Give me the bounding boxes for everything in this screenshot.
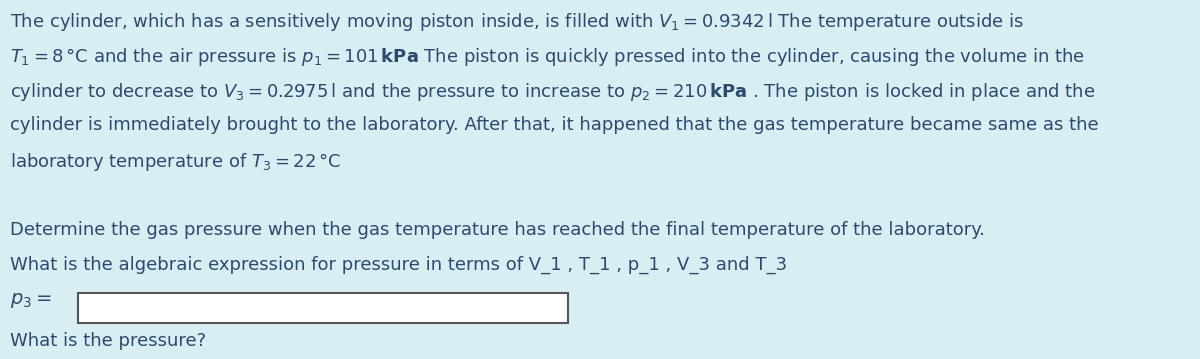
- Text: laboratory temperature of $T_3 = 22\,\mathrm{°C}$: laboratory temperature of $T_3 = 22\,\ma…: [10, 151, 341, 173]
- Text: What is the pressure?: What is the pressure?: [10, 332, 206, 350]
- Text: Determine the gas pressure when the gas temperature has reached the final temper: Determine the gas pressure when the gas …: [10, 221, 985, 239]
- Bar: [78, 293, 568, 323]
- Text: The cylinder, which has a sensitively moving piston inside, is filled with $V_1 : The cylinder, which has a sensitively mo…: [10, 11, 1024, 33]
- Text: cylinder to decrease to $V_3 = 0.2975\,\mathrm{l}$ and the pressure to increase : cylinder to decrease to $V_3 = 0.2975\,\…: [10, 81, 1096, 103]
- Text: What is the algebraic expression for pressure in terms of V_1 , T_1 , p_1 , V_3 : What is the algebraic expression for pre…: [10, 256, 787, 274]
- Text: $T_1 = 8\,\mathrm{°C}$ and the air pressure is $p_1 = 101\,\mathbf{kPa}$ The pis: $T_1 = 8\,\mathrm{°C}$ and the air press…: [10, 46, 1085, 68]
- Text: cylinder is immediately brought to the laboratory. After that, it happened that : cylinder is immediately brought to the l…: [10, 116, 1099, 134]
- Text: $p_3 =$: $p_3 =$: [10, 291, 52, 310]
